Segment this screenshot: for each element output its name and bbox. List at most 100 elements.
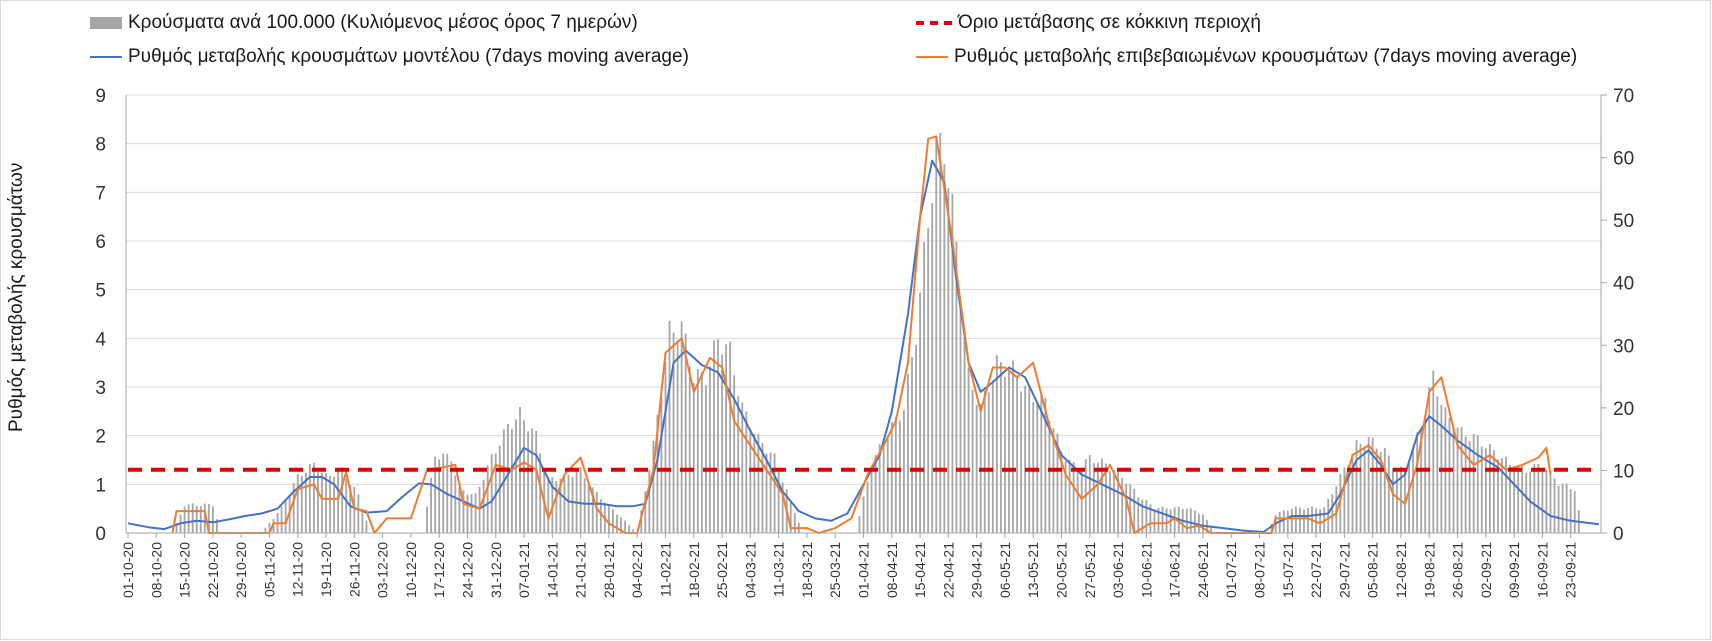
case-rate-bar xyxy=(1028,388,1031,533)
case-rate-bar xyxy=(664,361,667,533)
case-rate-bar xyxy=(745,411,748,533)
case-rate-bar xyxy=(1456,427,1459,533)
y-tick-label: 1 xyxy=(95,475,106,496)
case-rate-bar xyxy=(1101,458,1103,533)
x-tick-label: 25-02-21 xyxy=(714,542,730,598)
y2-tick-label: 20 xyxy=(1613,399,1634,420)
case-rate-bar xyxy=(195,505,198,533)
case-rate-bar xyxy=(1299,507,1301,533)
case-rate-bar xyxy=(559,478,562,533)
case-rate-bar xyxy=(365,520,368,533)
case-rate-bar xyxy=(644,491,647,533)
case-rate-bars xyxy=(175,132,1580,534)
case-rate-bar xyxy=(1432,370,1435,533)
case-rate-bar xyxy=(652,440,655,533)
case-rate-bar xyxy=(886,437,889,533)
case-rate-bar xyxy=(765,453,768,533)
x-tick-label: 01-07-21 xyxy=(1223,542,1239,598)
case-rate-bar xyxy=(620,517,622,533)
case-rate-bar xyxy=(1484,448,1487,533)
case-rate-bar xyxy=(1565,483,1568,533)
case-rate-bar xyxy=(1096,462,1099,533)
case-rate-bar xyxy=(1165,508,1168,533)
case-rate-bar xyxy=(1379,452,1382,533)
case-rate-bar xyxy=(729,341,732,533)
case-rate-bar xyxy=(1549,470,1552,533)
x-tick-label: 23-09-21 xyxy=(1563,542,1579,598)
case-rate-bar xyxy=(1557,485,1560,533)
case-rate-bar xyxy=(1290,508,1293,533)
x-tick-label: 31-12-20 xyxy=(488,542,504,598)
case-rate-bar xyxy=(474,493,477,533)
case-rate-bar xyxy=(1189,508,1192,533)
x-tick-label: 09-09-21 xyxy=(1506,542,1522,598)
case-rate-bar xyxy=(1092,463,1095,533)
case-rate-bar xyxy=(874,454,877,533)
case-rate-bar xyxy=(858,515,861,533)
case-rate-bar xyxy=(1569,489,1572,533)
case-rate-bar xyxy=(1509,465,1511,533)
case-rate-bar xyxy=(1327,498,1330,533)
case-rate-bar xyxy=(1472,434,1475,533)
case-rate-bar xyxy=(1408,463,1410,533)
case-rate-bar xyxy=(919,292,921,533)
y2-tick-label: 70 xyxy=(1613,86,1634,107)
case-rate-bar xyxy=(1355,440,1358,533)
case-rate-bar xyxy=(304,472,307,533)
case-rate-bar xyxy=(1105,463,1107,533)
case-rate-bar xyxy=(1068,459,1071,533)
legend-label-threshold: Όριο μετάβασης σε κόκκινη περιοχή xyxy=(958,12,1261,33)
case-rate-bar xyxy=(462,490,465,533)
case-rate-bar xyxy=(466,494,469,533)
case-rate-bar xyxy=(1533,464,1536,533)
case-rate-bar xyxy=(1387,455,1390,533)
case-rate-bar xyxy=(1347,465,1350,533)
case-rate-bar xyxy=(781,482,784,533)
case-rate-bar xyxy=(1521,465,1524,533)
case-rate-bar xyxy=(579,466,582,533)
case-rate-bar xyxy=(583,478,586,533)
case-rate-bar xyxy=(713,340,715,533)
case-rate-bar xyxy=(199,506,202,533)
case-rate-bar xyxy=(1537,463,1540,533)
case-rate-bar xyxy=(704,385,707,533)
case-rate-bar xyxy=(325,473,327,533)
case-rate-bar xyxy=(1012,360,1014,533)
right-y-tick-labels: 0 10 20 30 40 50 60 70 xyxy=(1613,86,1634,545)
case-rate-bar xyxy=(624,520,626,533)
case-rate-bar xyxy=(1541,468,1544,533)
x-tick-label: 03-06-21 xyxy=(1110,542,1126,598)
case-rate-bar xyxy=(632,529,635,533)
case-rate-bar xyxy=(1319,509,1322,533)
model-rate-line xyxy=(127,159,1600,533)
case-rate-bar xyxy=(1351,453,1354,533)
case-rate-bar xyxy=(1129,484,1132,533)
case-rate-bar xyxy=(939,132,942,533)
case-rate-bar xyxy=(523,420,525,533)
case-rate-bar xyxy=(749,429,752,533)
case-rate-bar xyxy=(1339,473,1342,533)
case-rate-bar xyxy=(1064,460,1067,533)
x-tick-label: 08-07-21 xyxy=(1252,542,1268,598)
case-rate-bar xyxy=(680,321,683,533)
case-rate-bar xyxy=(353,487,356,533)
case-rate-bar xyxy=(567,474,570,533)
case-rate-bar xyxy=(1303,509,1305,533)
case-rate-bar xyxy=(757,433,760,533)
case-rate-bar xyxy=(983,390,986,533)
case-rate-bar xyxy=(793,513,796,533)
case-rate-bar xyxy=(648,469,651,533)
case-rate-bar xyxy=(1133,488,1136,533)
case-rate-bar xyxy=(931,203,934,534)
case-rate-bar xyxy=(700,372,703,533)
case-rate-bar xyxy=(999,362,1002,533)
case-rate-bar xyxy=(1125,484,1128,533)
case-rate-bar xyxy=(1412,447,1414,533)
x-tick-label: 15-07-21 xyxy=(1280,542,1296,598)
case-rate-bar xyxy=(357,494,360,533)
case-rate-bar xyxy=(789,500,792,533)
case-rate-bar xyxy=(1137,497,1140,533)
case-rate-bar xyxy=(470,493,473,533)
case-rate-bar xyxy=(1488,443,1491,533)
x-tick-label: 16-09-21 xyxy=(1534,542,1550,598)
